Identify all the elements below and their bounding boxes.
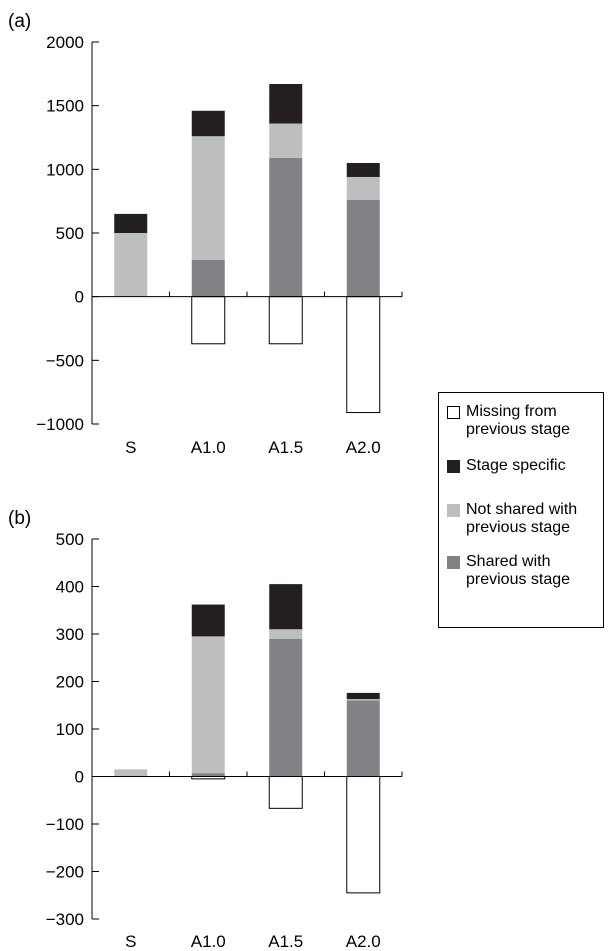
legend-item-not-shared: Not shared with previous stage xyxy=(447,501,577,537)
bar-segment-missing-from-previous-stage-a xyxy=(191,296,226,345)
legend-item-stage-specific: Stage specific xyxy=(447,457,566,475)
y-tick-label-b: −100 xyxy=(46,815,84,834)
legend-swatch-stage-specific xyxy=(447,460,460,473)
x-category-label-b: A1.0 xyxy=(191,932,226,951)
bar-segment-not-shared-with-previous-stage-b xyxy=(191,636,225,774)
bar-segment-missing-from-previous-stage-b xyxy=(346,776,381,894)
legend-item-missing: Missing from previous stage xyxy=(447,403,570,439)
bar-segment-stage-specific-b xyxy=(346,692,380,700)
legend-label-shared: Shared with previous stage xyxy=(466,553,571,588)
y-tick-label-b: 300 xyxy=(56,625,84,644)
legend-label-missing: Missing from previous stage xyxy=(466,403,571,438)
bar-segment-shared-with-previous-stage-a xyxy=(269,157,303,297)
bar-segment-stage-specific-a xyxy=(346,162,380,177)
y-tick-label-a: 2000 xyxy=(46,33,84,52)
bar-segment-stage-specific-b xyxy=(191,604,225,637)
x-category-label-b: S xyxy=(125,932,136,951)
panel-label-a: (a) xyxy=(8,11,31,32)
legend-swatch-missing xyxy=(447,406,460,419)
bar-segment-shared-with-previous-stage-b xyxy=(269,638,303,777)
x-category-label-a: A2.0 xyxy=(346,438,381,457)
y-tick-label-b: −300 xyxy=(46,910,84,929)
bar-segment-shared-with-previous-stage-b xyxy=(191,773,225,777)
bar-segment-shared-with-previous-stage-b xyxy=(346,700,380,777)
y-tick-label-a: −1000 xyxy=(36,415,84,434)
x-category-label-b: A2.0 xyxy=(346,932,381,951)
y-tick-label-b: 0 xyxy=(75,768,84,787)
legend-item-shared: Shared with previous stage xyxy=(447,553,570,589)
bar-segment-missing-from-previous-stage-a xyxy=(346,296,381,414)
chart-panel-b: (b) −300 −200 −100 0 100 200 300 400 500 S A1.0 A1.… xyxy=(8,508,403,951)
bar-segment-shared-with-previous-stage-a xyxy=(346,199,380,297)
y-tick-label-a: 0 xyxy=(75,288,84,307)
x-category-label-b: A1.5 xyxy=(268,932,303,951)
bar-segment-not-shared-with-previous-stage-b xyxy=(269,629,303,639)
chart-legend: Missing from previous stage Stage specif… xyxy=(438,392,604,628)
bar-segment-not-shared-with-previous-stage-b xyxy=(346,699,380,701)
y-tick-label-b: 400 xyxy=(56,578,84,597)
legend-label-not-shared: Not shared with previous stage xyxy=(466,501,578,536)
bar-segment-missing-from-previous-stage-a xyxy=(268,296,303,345)
x-category-label-a: A1.5 xyxy=(268,438,303,457)
chart-panel-a: (a) −1000 −500 0 500 1000 1500 2000 S A1.0 A1.5 A2… xyxy=(8,11,403,457)
y-tick-label-b: 200 xyxy=(56,673,84,692)
bar-segment-stage-specific-a xyxy=(114,213,148,233)
y-tick-label-a: 1000 xyxy=(46,160,84,179)
legend-swatch-not-shared xyxy=(447,504,460,517)
bar-segment-stage-specific-b xyxy=(269,584,303,630)
x-category-label-a: A1.0 xyxy=(191,438,226,457)
y-tick-label-b: −200 xyxy=(46,863,84,882)
bar-segment-not-shared-with-previous-stage-a xyxy=(114,233,148,297)
bar-segment-stage-specific-a xyxy=(269,84,303,124)
x-category-label-a: S xyxy=(125,438,136,457)
y-tick-label-b: 500 xyxy=(56,530,84,549)
legend-label-stage-specific: Stage specific xyxy=(466,457,566,474)
bar-segment-not-shared-with-previous-stage-a xyxy=(191,136,225,260)
bar-segment-not-shared-with-previous-stage-a xyxy=(269,123,303,158)
legend-swatch-shared xyxy=(447,556,460,569)
bar-segment-stage-specific-a xyxy=(191,110,225,137)
y-tick-label-a: 500 xyxy=(56,224,84,243)
bar-segment-not-shared-with-previous-stage-a xyxy=(346,176,380,200)
panel-label-b: (b) xyxy=(8,508,31,529)
y-tick-label-a: −500 xyxy=(46,351,84,370)
y-tick-label-b: 100 xyxy=(56,720,84,739)
y-tick-label-a: 1500 xyxy=(46,97,84,116)
bar-segment-not-shared-with-previous-stage-b xyxy=(114,769,148,777)
bar-segment-missing-from-previous-stage-b xyxy=(268,776,303,809)
bar-segment-shared-with-previous-stage-a xyxy=(191,259,225,297)
